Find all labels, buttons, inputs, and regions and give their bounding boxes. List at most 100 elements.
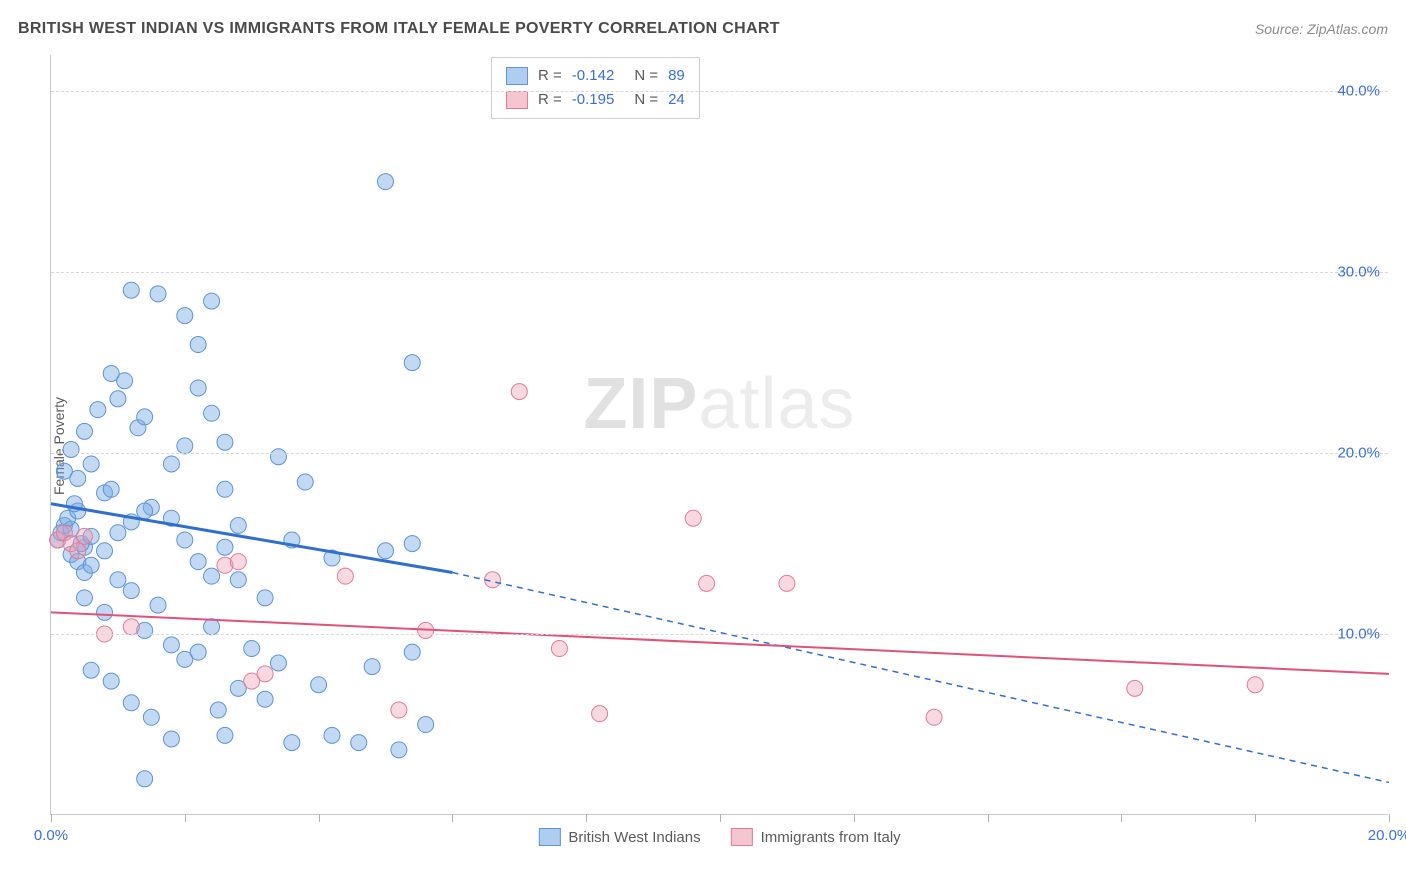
legend-item: British West Indians [538, 828, 700, 846]
data-point [177, 308, 193, 324]
data-point [97, 604, 113, 620]
data-point [404, 355, 420, 371]
data-point [70, 470, 86, 486]
data-point [110, 572, 126, 588]
data-point [204, 568, 220, 584]
data-point [592, 706, 608, 722]
data-point [150, 597, 166, 613]
stat-n-value: 89 [668, 64, 685, 88]
data-point [297, 474, 313, 490]
data-point [230, 554, 246, 570]
data-point [123, 695, 139, 711]
data-point [391, 702, 407, 718]
chart-title: BRITISH WEST INDIAN VS IMMIGRANTS FROM I… [18, 20, 780, 38]
scatter-plot: ZIPatlas R = -0.142N = 89R = -0.195N = 2… [50, 55, 1388, 815]
data-point [137, 409, 153, 425]
data-point [311, 677, 327, 693]
data-point [217, 539, 233, 555]
data-point [123, 583, 139, 599]
data-point [257, 691, 273, 707]
data-point [163, 456, 179, 472]
data-point [110, 525, 126, 541]
data-point [270, 655, 286, 671]
data-point [230, 572, 246, 588]
data-point [204, 405, 220, 421]
data-point [418, 717, 434, 733]
legend: British West Indians Immigrants from Ital… [538, 828, 900, 846]
x-tick [1389, 814, 1390, 822]
data-point [190, 337, 206, 353]
data-point [163, 731, 179, 747]
grid-line [51, 272, 1388, 273]
data-point [123, 282, 139, 298]
data-point [1127, 680, 1143, 696]
data-point [257, 666, 273, 682]
data-point [177, 532, 193, 548]
data-point [163, 637, 179, 653]
data-point [137, 503, 153, 519]
data-point [76, 590, 92, 606]
data-point [76, 528, 92, 544]
data-point [63, 441, 79, 457]
data-point [217, 727, 233, 743]
data-point [143, 709, 159, 725]
x-tick [988, 814, 989, 822]
y-tick-label: 10.0% [1337, 626, 1380, 643]
series-swatch [506, 67, 528, 85]
x-tick-label: 20.0% [1368, 827, 1406, 844]
data-point [83, 662, 99, 678]
x-tick [1121, 814, 1122, 822]
legend-label: Immigrants from Italy [761, 829, 901, 846]
data-point [270, 449, 286, 465]
legend-label: British West Indians [568, 829, 700, 846]
data-point [204, 619, 220, 635]
data-point [190, 554, 206, 570]
data-point [190, 380, 206, 396]
y-tick-label: 20.0% [1337, 445, 1380, 462]
data-point [378, 174, 394, 190]
data-point [103, 673, 119, 689]
stat-r-label: R = [538, 64, 562, 88]
data-point [204, 293, 220, 309]
data-point [177, 438, 193, 454]
data-point [123, 619, 139, 635]
stat-r-value: -0.142 [572, 64, 615, 88]
correlation-stats-box: R = -0.142N = 89R = -0.195N = 24 [491, 57, 700, 119]
data-point [70, 543, 86, 559]
grid-line [51, 453, 1388, 454]
x-tick [720, 814, 721, 822]
x-tick [185, 814, 186, 822]
data-point [324, 727, 340, 743]
data-point [103, 481, 119, 497]
data-point [97, 543, 113, 559]
legend-swatch [538, 828, 560, 846]
legend-item: Immigrants from Italy [731, 828, 901, 846]
x-tick [1255, 814, 1256, 822]
data-point [217, 434, 233, 450]
y-tick-label: 30.0% [1337, 264, 1380, 281]
data-point [117, 373, 133, 389]
data-point [257, 590, 273, 606]
data-point [378, 543, 394, 559]
data-point [699, 575, 715, 591]
x-tick [854, 814, 855, 822]
legend-swatch [731, 828, 753, 846]
data-point [83, 557, 99, 573]
data-point [284, 735, 300, 751]
data-point [210, 702, 226, 718]
y-tick-label: 40.0% [1337, 83, 1380, 100]
data-point [137, 771, 153, 787]
data-point [391, 742, 407, 758]
data-point [244, 641, 260, 657]
data-point [779, 575, 795, 591]
data-point [230, 517, 246, 533]
data-point [110, 391, 126, 407]
data-point [404, 536, 420, 552]
stats-row: R = -0.142N = 89 [506, 64, 685, 88]
data-point [351, 735, 367, 751]
data-point [76, 423, 92, 439]
x-tick-label: 0.0% [34, 827, 68, 844]
data-point [685, 510, 701, 526]
data-point [364, 659, 380, 675]
x-tick [319, 814, 320, 822]
